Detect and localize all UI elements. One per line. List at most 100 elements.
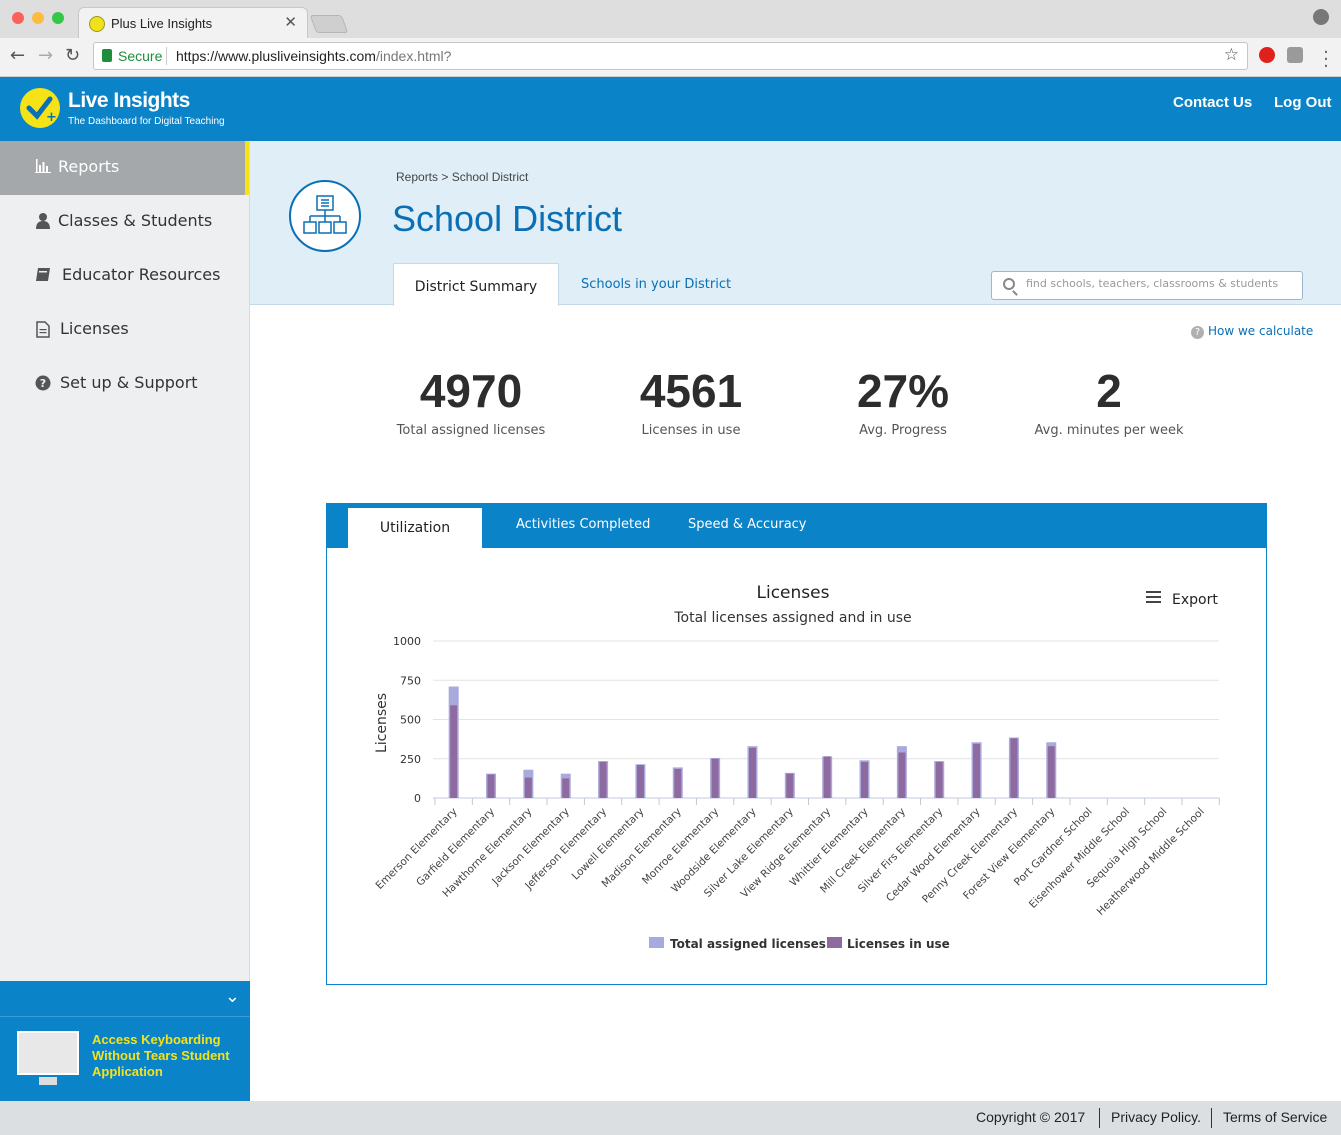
logo-title[interactable]: Live Insights xyxy=(68,89,190,112)
export-button[interactable]: Export xyxy=(1146,591,1218,608)
back-icon[interactable]: ← xyxy=(10,45,26,66)
legend-item-licenses-in-use[interactable]: Licenses in use xyxy=(827,937,950,951)
terms-of-service-link[interactable]: Terms of Service xyxy=(1223,1109,1328,1125)
bar-licenses-in-use[interactable] xyxy=(1047,746,1055,798)
bar-licenses-in-use[interactable] xyxy=(599,761,607,798)
profile-icon[interactable] xyxy=(1313,9,1329,25)
chart-title: Licenses xyxy=(757,583,830,603)
bar-licenses-in-use[interactable] xyxy=(973,743,981,798)
maximize-window-button[interactable] xyxy=(52,12,64,24)
divider xyxy=(1099,1108,1100,1128)
chart-tabs: Utilization Activities Completed Speed &… xyxy=(327,504,1266,548)
y-tick-label: 750 xyxy=(400,674,421,687)
new-tab-button[interactable] xyxy=(309,15,349,33)
breadcrumb[interactable]: Reports > School District xyxy=(396,170,529,184)
stat-avg-minutes: 2 Avg. minutes per week xyxy=(999,362,1219,438)
tab-strip: Plus Live Insights ✕ xyxy=(0,0,1341,38)
chart-panel: Utilization Activities Completed Speed &… xyxy=(326,503,1267,985)
chart-bars xyxy=(448,686,1057,798)
close-window-button[interactable] xyxy=(12,12,24,24)
search-field[interactable] xyxy=(991,271,1303,300)
sidebar-item-label: Reports xyxy=(58,157,120,176)
document-icon xyxy=(35,321,51,338)
book-icon xyxy=(35,267,51,283)
promo-toggle[interactable]: ⌄ xyxy=(0,981,250,1017)
sidebar-item-setup-support[interactable]: ? Set up & Support xyxy=(0,357,249,411)
sidebar-item-reports[interactable]: Reports xyxy=(0,141,249,195)
logo-check-icon[interactable]: + xyxy=(20,88,60,128)
bar-licenses-in-use[interactable] xyxy=(524,777,532,798)
bar-licenses-in-use[interactable] xyxy=(562,778,570,798)
bar-licenses-in-use[interactable] xyxy=(861,761,869,798)
legend-label: Total assigned licenses xyxy=(670,937,826,951)
legend-swatch xyxy=(649,937,664,948)
search-input[interactable] xyxy=(1026,277,1296,290)
sidebar-item-licenses[interactable]: Licenses xyxy=(0,303,249,357)
stat-value: 4561 xyxy=(639,365,743,417)
computer-screen-icon xyxy=(17,1031,79,1085)
address-bar[interactable]: Secure https://www.plusliveinsights.com/… xyxy=(93,42,1248,70)
stat-value: 4970 xyxy=(419,365,523,417)
tab-close-icon[interactable]: ✕ xyxy=(284,13,297,31)
privacy-policy-link[interactable]: Privacy Policy. xyxy=(1111,1109,1201,1125)
hamburger-menu-icon[interactable] xyxy=(1146,591,1161,603)
bar-licenses-in-use[interactable] xyxy=(898,752,906,798)
y-tick-label: 250 xyxy=(400,753,421,766)
forward-icon[interactable]: → xyxy=(38,45,54,66)
tab-title: Plus Live Insights xyxy=(111,16,213,31)
how-we-calculate-label: How we calculate xyxy=(1208,324,1314,338)
tab-district-summary[interactable]: District Summary xyxy=(393,263,559,306)
browser-menu-icon[interactable]: · · · xyxy=(1323,42,1329,77)
favicon-icon xyxy=(89,16,105,32)
tab-schools-in-district[interactable]: Schools in your District xyxy=(581,277,732,292)
secure-label: Secure xyxy=(118,48,163,64)
stat-value: 2 xyxy=(1096,365,1122,417)
tab-speed-accuracy[interactable]: Speed & Accuracy xyxy=(688,517,807,532)
sidebar-item-label: Licenses xyxy=(60,319,129,338)
export-label[interactable]: Export xyxy=(1172,592,1218,608)
reload-icon[interactable]: ↻ xyxy=(65,45,81,66)
bar-licenses-in-use[interactable] xyxy=(935,761,943,798)
bar-licenses-in-use[interactable] xyxy=(487,774,495,798)
bar-licenses-in-use[interactable] xyxy=(711,758,719,798)
page-title: School District xyxy=(392,198,623,239)
how-we-calculate-link[interactable]: ? How we calculate xyxy=(1191,324,1313,339)
tab-activities-completed[interactable]: Activities Completed xyxy=(516,517,651,532)
log-out-link[interactable]: Log Out xyxy=(1274,94,1332,111)
question-icon: ? xyxy=(35,375,51,391)
bar-licenses-in-use[interactable] xyxy=(748,747,756,798)
stat-licenses-in-use: 4561 Licenses in use xyxy=(581,362,801,438)
url-text[interactable]: https://www.plusliveinsights.com/index.h… xyxy=(176,48,451,64)
promo-panel[interactable]: ⌄ Access Keyboarding Without Tears Stude… xyxy=(0,981,250,1101)
bar-licenses-in-use[interactable] xyxy=(450,705,458,798)
bar-licenses-in-use[interactable] xyxy=(636,765,644,798)
contact-us-link[interactable]: Contact Us xyxy=(1173,94,1253,111)
logo-subtitle: The Dashboard for Digital Teaching xyxy=(68,116,225,127)
promo-link[interactable]: Access Keyboarding Without Tears Student… xyxy=(92,1032,230,1079)
bar-licenses-in-use[interactable] xyxy=(786,773,794,798)
divider xyxy=(1211,1108,1212,1128)
tab-utilization[interactable]: Utilization xyxy=(348,508,482,548)
search-icon xyxy=(1003,278,1015,290)
legend-label: Licenses in use xyxy=(847,937,950,951)
y-axis-title: Licenses xyxy=(374,693,390,753)
sidebar-item-label: Educator Resources xyxy=(62,265,221,284)
browser-tab[interactable]: Plus Live Insights ✕ xyxy=(78,7,308,38)
extension-icon[interactable] xyxy=(1287,47,1303,63)
district-org-chart-icon xyxy=(289,180,361,252)
bar-licenses-in-use[interactable] xyxy=(1010,738,1018,798)
sidebar-item-classes-students[interactable]: Classes & Students xyxy=(0,195,249,249)
app-header: + Live Insights The Dashboard for Digita… xyxy=(0,77,1341,141)
opera-extension-icon[interactable] xyxy=(1259,47,1275,63)
sidebar-item-label: Classes & Students xyxy=(58,211,213,230)
bar-licenses-in-use[interactable] xyxy=(674,768,682,798)
y-tick-label: 0 xyxy=(414,792,421,805)
minimize-window-button[interactable] xyxy=(32,12,44,24)
bookmark-star-icon[interactable]: ☆ xyxy=(1223,45,1239,64)
sidebar-item-educator-resources[interactable]: Educator Resources xyxy=(0,249,249,303)
chevron-down-icon[interactable]: ⌄ xyxy=(224,986,240,1007)
stat-label: Avg. Progress xyxy=(859,423,947,438)
legend-item-total-assigned[interactable]: Total assigned licenses xyxy=(649,937,826,951)
bar-licenses-in-use[interactable] xyxy=(823,756,831,798)
